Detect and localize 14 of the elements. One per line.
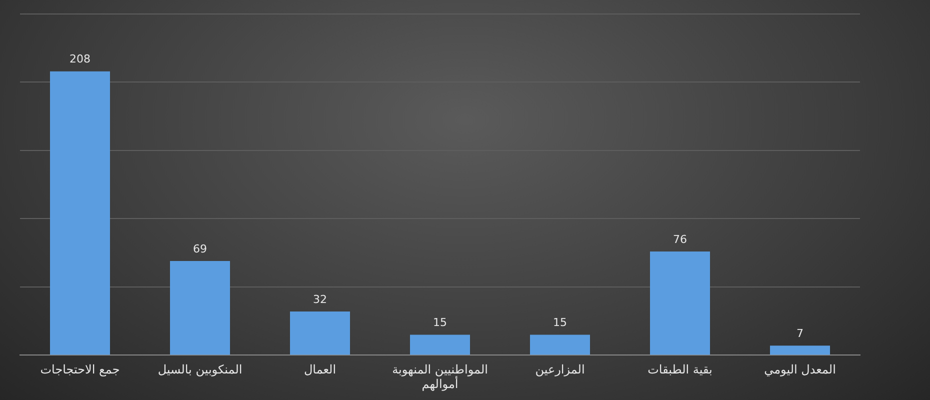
data-label: 15 xyxy=(553,316,567,330)
x-tick-label: المنكوبين بالسيل xyxy=(158,362,242,377)
data-label: 32 xyxy=(313,292,327,306)
data-label: 76 xyxy=(673,232,687,246)
data-label: 7 xyxy=(796,327,804,340)
x-tick-label: بقية الطبقات xyxy=(648,362,712,377)
x-tick-label: العمال xyxy=(304,362,336,377)
data-label: 208 xyxy=(70,52,90,66)
x-tick-label: المواطنيين المنهوبة أموالهم xyxy=(392,362,488,391)
data-label: 15 xyxy=(433,316,447,330)
x-tick-label: جمع الاحتجاجات xyxy=(40,362,120,377)
x-tick-label: المزارعين xyxy=(535,362,585,377)
data-label: 69 xyxy=(193,242,207,256)
x-tick-label: المعدل اليومي xyxy=(764,362,836,377)
